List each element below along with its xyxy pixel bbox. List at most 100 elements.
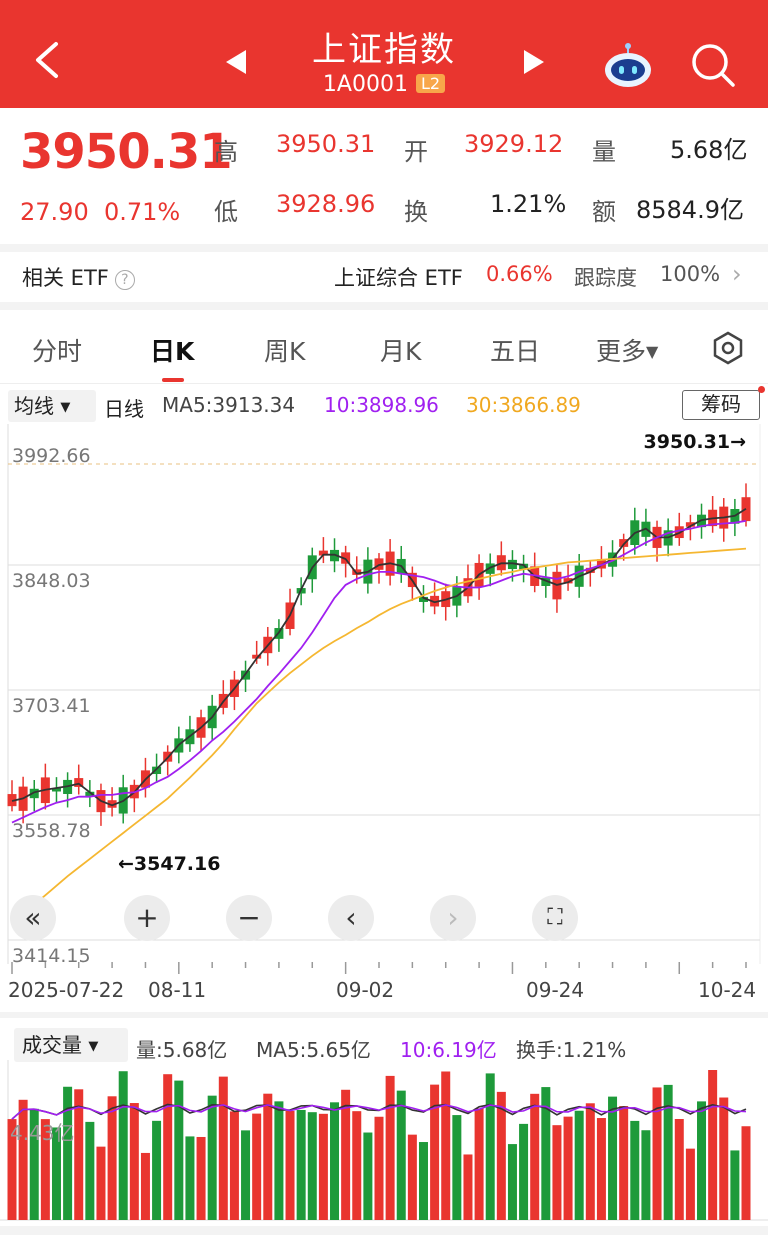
ma-type-select[interactable]: 均线 ▼: [8, 390, 96, 422]
volume-bar: [196, 1136, 206, 1220]
volume-bar: [140, 1152, 150, 1220]
volume-bar: [263, 1093, 273, 1220]
volume-bar: [719, 1097, 729, 1220]
related-etf-row[interactable]: 相关 ETF? 上证综合 ETF 0.66% 跟踪度 100% ›: [0, 254, 768, 300]
volume-bar: [51, 1127, 61, 1220]
candle-body: [29, 788, 39, 799]
active-tab-indicator: [162, 378, 184, 382]
volume-bar: [185, 1136, 195, 1220]
tab-weekly-k[interactable]: 周K: [264, 337, 306, 366]
x-label-3: 09-02: [336, 978, 395, 1002]
candle-body: [252, 654, 262, 659]
turnover-value: 1.21%: [490, 190, 567, 218]
period-tabs: 分时 日K 周K 月K 五日 更多▼: [0, 312, 768, 384]
quote-panel: 3950.31 27.90 0.71% 高 3950.31 低 3928.96 …: [0, 108, 768, 246]
volume-bar: [452, 1115, 462, 1220]
volume-ma5: MA5:5.65亿: [256, 1038, 371, 1062]
dropdown-triangle-icon: ▼: [88, 1039, 99, 1054]
dropdown-triangle-icon: ▼: [60, 400, 71, 415]
tab-monthly-k[interactable]: 月K: [380, 337, 422, 366]
volume-bar: [552, 1125, 562, 1220]
volume-bar: [218, 1076, 228, 1220]
tracking-label: 跟踪度: [574, 266, 637, 290]
date-axis-ticks: [11, 962, 747, 974]
price-change: 27.90 0.71%: [20, 198, 180, 226]
high-marker-label: 3950.31→: [644, 431, 746, 453]
tab-more[interactable]: 更多▼: [596, 332, 658, 368]
etf-label-wrap: 相关 ETF?: [22, 262, 135, 292]
tab-intraday[interactable]: 分时: [32, 337, 83, 366]
volume-legend-row: 成交量 ▼ 量:5.68亿 MA5:5.65亿 10:6.19亿 换手:1.21…: [0, 1028, 768, 1064]
scroll-left-button[interactable]: ‹: [328, 895, 374, 941]
low-value: 3928.96: [276, 190, 376, 218]
candle-body: [418, 596, 428, 602]
related-etf-label: 相关 ETF: [22, 266, 109, 290]
high-label: 高: [214, 138, 238, 166]
tab-five-day[interactable]: 五日: [490, 337, 541, 366]
volume-bar: [7, 1119, 17, 1220]
search-icon[interactable]: [688, 40, 738, 90]
etf-fund-name: 上证综合 ETF: [334, 266, 463, 290]
candle-body: [596, 559, 606, 569]
help-icon[interactable]: ?: [114, 270, 135, 290]
open-value: 3929.12: [464, 130, 564, 158]
volume-bar: [685, 1148, 695, 1220]
volume-turnover: 换手:1.21%: [516, 1038, 627, 1062]
high-value: 3950.31: [276, 130, 376, 158]
volume-bar: [29, 1108, 39, 1220]
candle-body: [485, 563, 495, 574]
volume-bar: [418, 1142, 428, 1220]
volume-legend-value: 量:5.68亿: [136, 1038, 228, 1062]
scroll-right-button[interactable]: ›: [430, 895, 476, 941]
fullscreen-button[interactable]: ⛶: [532, 895, 578, 941]
volume-bar: [96, 1146, 106, 1220]
open-label: 开: [404, 138, 428, 166]
back-arrow-icon[interactable]: [28, 38, 68, 82]
y-tick-label: 3558.78: [12, 820, 91, 842]
x-label-4: 09-24: [526, 978, 585, 1002]
volume-bar: [652, 1087, 662, 1220]
candlestick-chart[interactable]: 3992.66 3848.03 3703.41 3558.78 3414.15 3950…: [0, 424, 768, 964]
amount-label: 额: [592, 198, 616, 226]
candle-body: [519, 563, 529, 570]
volume-bar: [85, 1121, 95, 1220]
ma10-value: 10:3898.96: [324, 393, 439, 417]
tab-more-label: 更多: [596, 337, 647, 366]
volume-bar: [352, 1111, 362, 1220]
candle-body: [430, 595, 440, 607]
settings-hexagon-icon[interactable]: [710, 330, 746, 366]
candle-body: [541, 577, 551, 586]
volume-bar: [341, 1089, 351, 1220]
volume-value: 5.68亿: [670, 136, 748, 164]
volume-label: 量: [592, 138, 616, 166]
volume-bar: [674, 1118, 684, 1220]
ma-line-30: [11, 547, 747, 924]
chip-distribution-button[interactable]: 筹码: [682, 390, 760, 420]
volume-bar: [741, 1126, 751, 1220]
bottom-divider: [0, 1226, 768, 1235]
zoom-in-button[interactable]: +: [124, 895, 170, 941]
candle-body: [563, 578, 573, 584]
stock-title: 上证指数: [312, 30, 456, 70]
period-label: 日线: [104, 397, 144, 421]
volume-bar: [630, 1120, 640, 1220]
volume-bar: [608, 1096, 618, 1220]
volume-bar: [485, 1073, 495, 1220]
volume-bar: [407, 1134, 417, 1220]
next-stock-icon[interactable]: [524, 50, 544, 74]
volume-bar: [107, 1096, 117, 1220]
dropdown-triangle-icon: ▼: [646, 342, 659, 361]
candle-body: [619, 539, 629, 547]
zoom-out-button[interactable]: −: [226, 895, 272, 941]
volume-chart[interactable]: 4.43亿: [0, 1060, 768, 1230]
indicator-select[interactable]: 成交量 ▼: [14, 1028, 128, 1062]
candle-body: [318, 550, 328, 556]
robot-assistant-icon[interactable]: [602, 40, 654, 88]
prev-stock-icon[interactable]: [226, 50, 246, 74]
rewind-button[interactable]: «: [10, 895, 56, 941]
tab-daily-k[interactable]: 日K: [150, 337, 195, 366]
volume-bar: [474, 1108, 484, 1220]
volume-axis-label: 4.43亿: [10, 1121, 75, 1145]
volume-bar: [330, 1102, 340, 1220]
candle-body: [74, 778, 84, 787]
